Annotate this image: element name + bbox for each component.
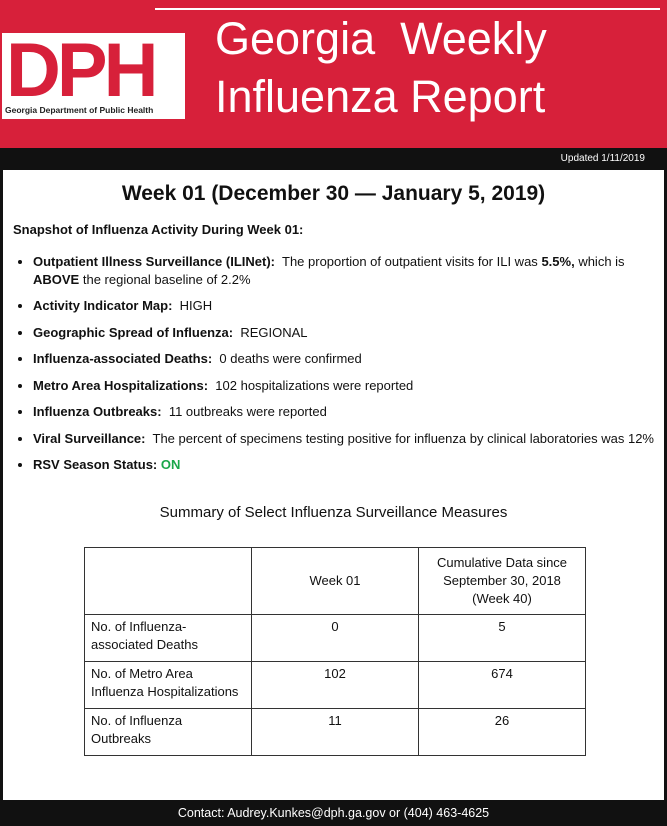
bullet-value: 5.5%, [541,253,575,269]
bullet: Influenza-associated Deaths: 0 deaths we… [33,350,663,368]
logo-letters: DPH [6,28,158,113]
bullet-label: Influenza-associated Deaths: [33,351,213,366]
snapshot-heading: Snapshot of Influenza Activity During We… [13,222,304,237]
bullet: Geographic Spread of Influenza: REGIONAL [33,324,663,342]
bullet-list: Outpatient Illness Surveillance (ILINet)… [13,244,663,474]
table-row: No. of Influenza-associated Deaths 0 5 [84,614,586,662]
bullet: Metro Area Hospitalizations: 102 hospita… [33,377,663,395]
logo-department: Georgia Department of Public Health [5,105,154,115]
table-row: No. of Metro Area Influenza Hospitalizat… [84,661,586,709]
bullet-label: Viral Surveillance: [33,430,146,446]
footer: Contact: Audrey.Kunkes@dph.ga.gov or (40… [0,800,667,826]
bullet: Viral Surveillance: The percent of speci… [33,430,663,448]
table-cell [84,547,252,615]
header-banner: DPH Georgia Department of Public Health … [0,0,667,148]
table-cell: 0 [251,614,419,662]
table-cell: 5 [418,614,586,662]
bullet: Activity Indicator Map: HIGH [33,297,663,315]
bullet-label: Influenza Outbreaks: [33,404,162,419]
bullet-text: REGIONAL [240,324,308,340]
table-cell: 102 [251,661,419,709]
bullet-label: Metro Area Hospitalizations: [33,377,209,393]
week-title: Week 01 (December 30 — January 5, 2019) [121,182,546,205]
table-cell: No. of Influenza-associated Deaths [84,614,252,662]
bullet: RSV Season Status: ON [33,456,663,474]
bullet-text: HIGH [179,298,213,313]
bullet-text: 11 outbreaks were reported [168,404,327,419]
table-header-cell: Week 01 [251,547,419,615]
content: Week 01 (December 30 — January 5, 2019) … [0,170,667,800]
title-line: Influenza Report [215,71,546,122]
bullet-text: The proportion of outpatient visits for … [282,253,538,269]
bullet-text: The percent of specimens testing positiv… [152,430,654,446]
bullet: Influenza Outbreaks: 11 outbreaks were r… [33,403,663,421]
table-row: No. of Influenza Outbreaks 11 26 [84,708,586,756]
table-header-cell: Cumulative Data since September 30, 2018… [418,547,586,615]
table-cell: No. of Metro Area Influenza Hospitalizat… [84,661,252,709]
summary-table: Week 01 Cumulative Data since September … [84,547,586,756]
table-header-row: Week 01 Cumulative Data since September … [84,547,586,615]
logo: DPH Georgia Department of Public Health [2,28,185,119]
table-title: Summary of Select Influenza Surveillance… [159,504,508,521]
title-line: Georgia Weekly [215,13,547,64]
table-cell: No. of Influenza Outbreaks [84,708,252,756]
updated-bar: Updated 1/11/2019 [0,148,667,170]
bullet-text: 102 hospitalizations were reported [215,377,414,393]
table-cell: 26 [418,708,586,756]
updated-date: Updated 1/11/2019 [560,153,645,164]
divider [155,8,660,10]
bullet-value: ABOVE [33,271,80,287]
bullet-label: Activity Indicator Map: [33,298,173,313]
rsv-status: ON [160,457,181,472]
bullet-label: Outpatient Illness Surveillance (ILINet)… [33,253,275,269]
table-cell: 11 [251,708,419,756]
bullet-label: Geographic Spread of Influenza: [33,324,234,340]
bullet-text: the regional baseline of 2.2% [82,271,251,287]
table-cell: 674 [418,661,586,709]
bullet: Outpatient Illness Surveillance (ILINet)… [33,253,663,289]
bullet-label: RSV Season Status: [33,457,158,472]
bullet-text: 0 deaths were confirmed [219,351,362,366]
bullet-text: which is [578,253,625,269]
report-title: Georgia Weekly Influenza Report [215,10,547,126]
